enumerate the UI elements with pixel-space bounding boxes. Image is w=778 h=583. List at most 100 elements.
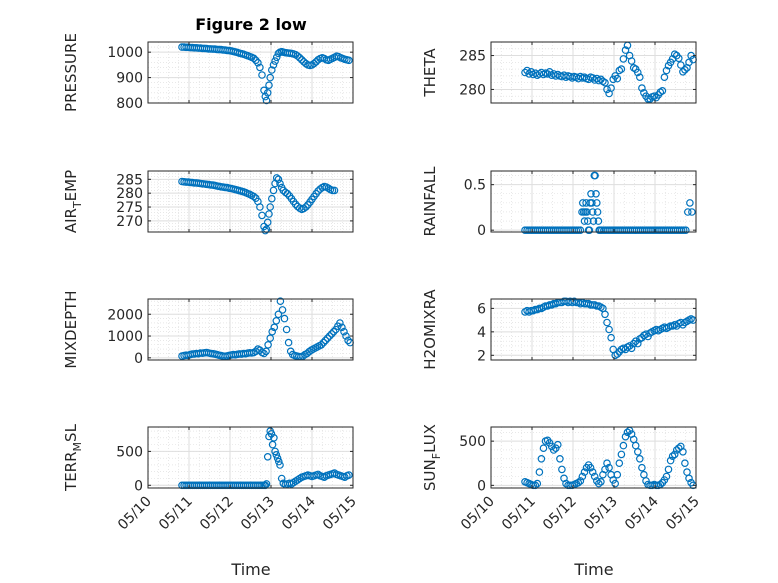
data-point — [336, 319, 344, 327]
data-point — [284, 338, 293, 347]
data-point — [605, 463, 613, 472]
data-point — [685, 474, 693, 483]
data-point — [670, 450, 679, 459]
x-tick-label: 05/15 — [320, 494, 360, 534]
data-point — [587, 190, 595, 198]
data-point — [272, 53, 281, 62]
x-tick-label: 05/12 — [540, 494, 580, 534]
data-point — [578, 199, 587, 207]
axes-box — [490, 426, 697, 489]
data-point — [597, 477, 605, 486]
data-point — [583, 217, 592, 225]
y-axis-label: MIXDEPTH — [62, 290, 80, 368]
data-point — [619, 55, 628, 63]
axes-box — [147, 426, 354, 489]
x-tick-label: 05/15 — [663, 494, 703, 534]
data-point — [681, 226, 690, 235]
data-point — [269, 61, 278, 69]
data-point — [633, 447, 642, 456]
data-point — [635, 73, 644, 82]
data-point — [635, 454, 644, 463]
data-point — [535, 468, 544, 476]
y-axis-label: THETA — [421, 48, 439, 98]
subplot-1: 800 900 1000 PRESSURE — [62, 33, 354, 112]
subplot-7: 0 500 05/10 05/11 05/12 05/13 05/14 05/15 TERRMS… — [62, 423, 360, 533]
data-point — [258, 71, 266, 79]
data-point — [621, 432, 630, 441]
x-axis-label-right: Time — [573, 560, 613, 579]
data-point — [588, 74, 597, 82]
data-point — [302, 203, 310, 211]
y-axis-label: RAINFALL — [421, 166, 439, 237]
data-point — [676, 61, 685, 69]
data-point — [330, 186, 339, 195]
data-point — [603, 318, 611, 327]
x-tick-label: 05/11 — [499, 494, 539, 534]
data-point — [592, 190, 600, 198]
y-tick-label: 800 — [116, 96, 143, 112]
y-tick-label: 900 — [116, 71, 143, 87]
data-point — [264, 340, 272, 349]
y-tick-label: 4 — [477, 325, 486, 341]
data-point — [539, 444, 548, 453]
data-point — [280, 314, 289, 323]
y-axis-label: H2OMIXRA — [421, 289, 439, 370]
subplot-4: 0 0.5 RAINFALL — [421, 166, 697, 239]
data-point — [256, 63, 264, 72]
data-point — [583, 208, 591, 216]
data-point — [533, 479, 542, 488]
data-point — [282, 325, 291, 334]
data-point — [580, 217, 589, 225]
data-point — [576, 226, 585, 235]
data-point — [271, 447, 279, 456]
data-point — [601, 78, 609, 87]
x-tick-label: 05/14 — [279, 493, 319, 533]
data-point — [679, 68, 687, 76]
data-point — [601, 310, 609, 319]
data-point — [580, 468, 589, 476]
data-point — [613, 470, 622, 479]
data-point — [623, 428, 632, 437]
data-point — [679, 447, 687, 456]
x-tick-label: 05/14 — [622, 493, 662, 533]
data-point — [329, 327, 338, 336]
data-point — [291, 200, 300, 209]
data-point — [574, 478, 583, 487]
data-point — [605, 325, 613, 334]
data-point — [664, 465, 673, 474]
data-point — [276, 297, 285, 306]
y-tick-label: 270 — [116, 214, 143, 230]
data-point — [549, 446, 558, 454]
data-point — [615, 459, 624, 468]
y-tick-label: 0 — [477, 478, 486, 494]
data-point — [317, 340, 326, 349]
data-point — [270, 323, 279, 332]
data-point — [613, 350, 622, 358]
data-point — [263, 218, 272, 227]
data-point — [585, 226, 594, 235]
data-point — [295, 53, 304, 62]
data-point — [345, 56, 353, 65]
data-point — [263, 89, 272, 97]
data-point — [688, 208, 696, 216]
data-point — [607, 333, 615, 342]
data-point — [293, 52, 302, 60]
data-point — [681, 66, 689, 74]
data-point — [681, 459, 689, 468]
data-point — [558, 465, 566, 474]
data-point — [256, 203, 264, 211]
data-point — [338, 323, 346, 332]
data-point — [260, 349, 268, 358]
axes-box — [490, 298, 697, 361]
data-point — [283, 189, 292, 198]
data-point — [589, 217, 598, 225]
x-axis-label-left: Time — [230, 560, 270, 579]
data-point — [267, 194, 276, 203]
y-tick-label: 0 — [134, 351, 143, 367]
data-point — [619, 441, 628, 450]
data-point — [268, 327, 277, 336]
data-point — [297, 55, 306, 64]
y-tick-label: 1000 — [107, 45, 143, 61]
y-tick-label: 1000 — [107, 329, 143, 345]
data-point — [276, 179, 284, 188]
